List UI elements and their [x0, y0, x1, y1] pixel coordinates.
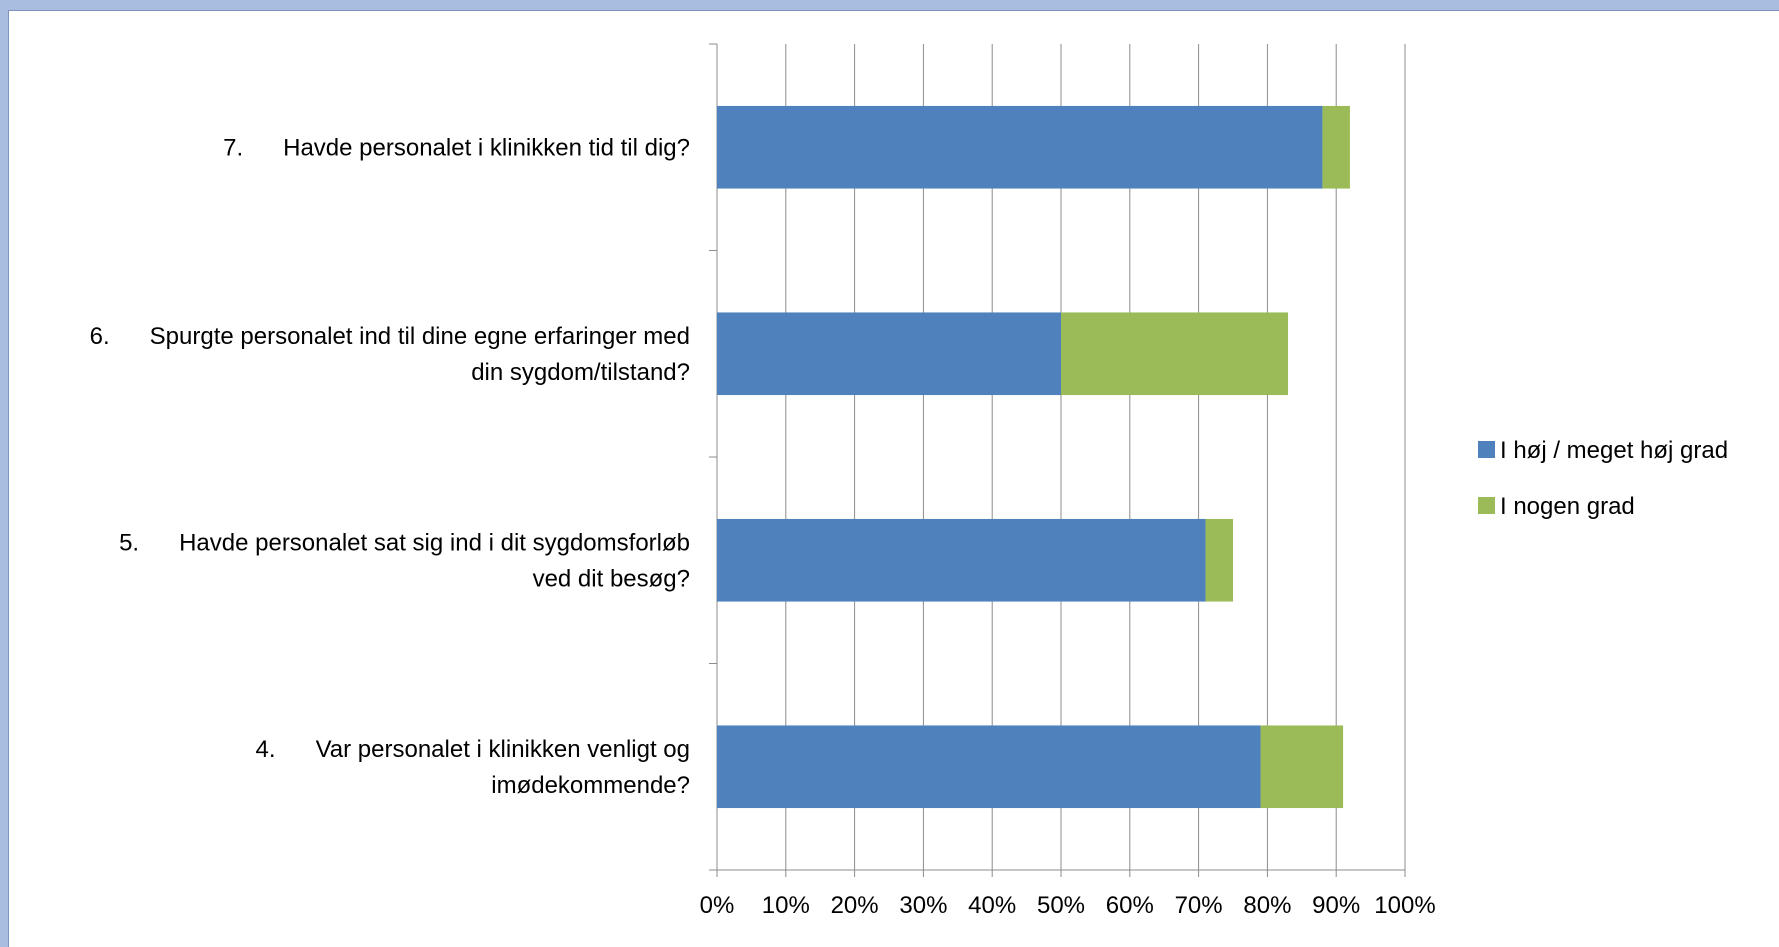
x-tick-label-2: 20%	[831, 892, 879, 919]
bar-0-2	[717, 518, 1206, 602]
x-tick-label-8: 80%	[1243, 892, 1291, 919]
x-tick-label-10: 100%	[1374, 892, 1435, 919]
bar-0-3	[717, 725, 1261, 809]
legend-label-0: I høj / meget høj grad	[1500, 437, 1728, 464]
legend-label-1: I nogen grad	[1500, 493, 1635, 520]
legend-swatch-1	[1478, 497, 1495, 514]
bar-1-1	[1061, 312, 1289, 396]
category-label-2-line-1: ved dit besøg?	[533, 565, 690, 592]
category-number-2: 5.	[119, 529, 139, 556]
category-label-1-line-0: Spurgte personalet ind til dine egne erf…	[150, 323, 690, 350]
category-number-0: 7.	[223, 134, 243, 161]
x-tick-label-5: 50%	[1037, 892, 1085, 919]
category-number-1: 6.	[90, 323, 110, 350]
x-tick-label-9: 90%	[1312, 892, 1360, 919]
x-tick-label-6: 60%	[1106, 892, 1154, 919]
x-tick-label-1: 10%	[762, 892, 810, 919]
category-label-0-line-0: Havde personalet i klinikken tid til dig…	[283, 134, 690, 161]
bar-0-0	[717, 105, 1323, 189]
category-label-2-line-0: Havde personalet sat sig ind i dit sygdo…	[179, 529, 690, 556]
category-label-1-line-1: din sygdom/tilstand?	[471, 359, 690, 386]
category-number-3: 4.	[256, 736, 276, 763]
category-label-3-line-0: Var personalet i klinikken venligt og	[316, 736, 690, 763]
legend-swatch-0	[1478, 441, 1495, 458]
x-tick-label-3: 30%	[899, 892, 947, 919]
bar-1-3	[1260, 725, 1344, 809]
bar-0-1	[717, 312, 1061, 396]
bar-1-2	[1205, 518, 1233, 602]
x-tick-label-4: 40%	[968, 892, 1016, 919]
category-label-3-line-1: imødekommende?	[491, 772, 690, 799]
bar-1-0	[1322, 105, 1350, 189]
x-tick-label-7: 70%	[1175, 892, 1223, 919]
x-tick-label-0: 0%	[700, 892, 735, 919]
